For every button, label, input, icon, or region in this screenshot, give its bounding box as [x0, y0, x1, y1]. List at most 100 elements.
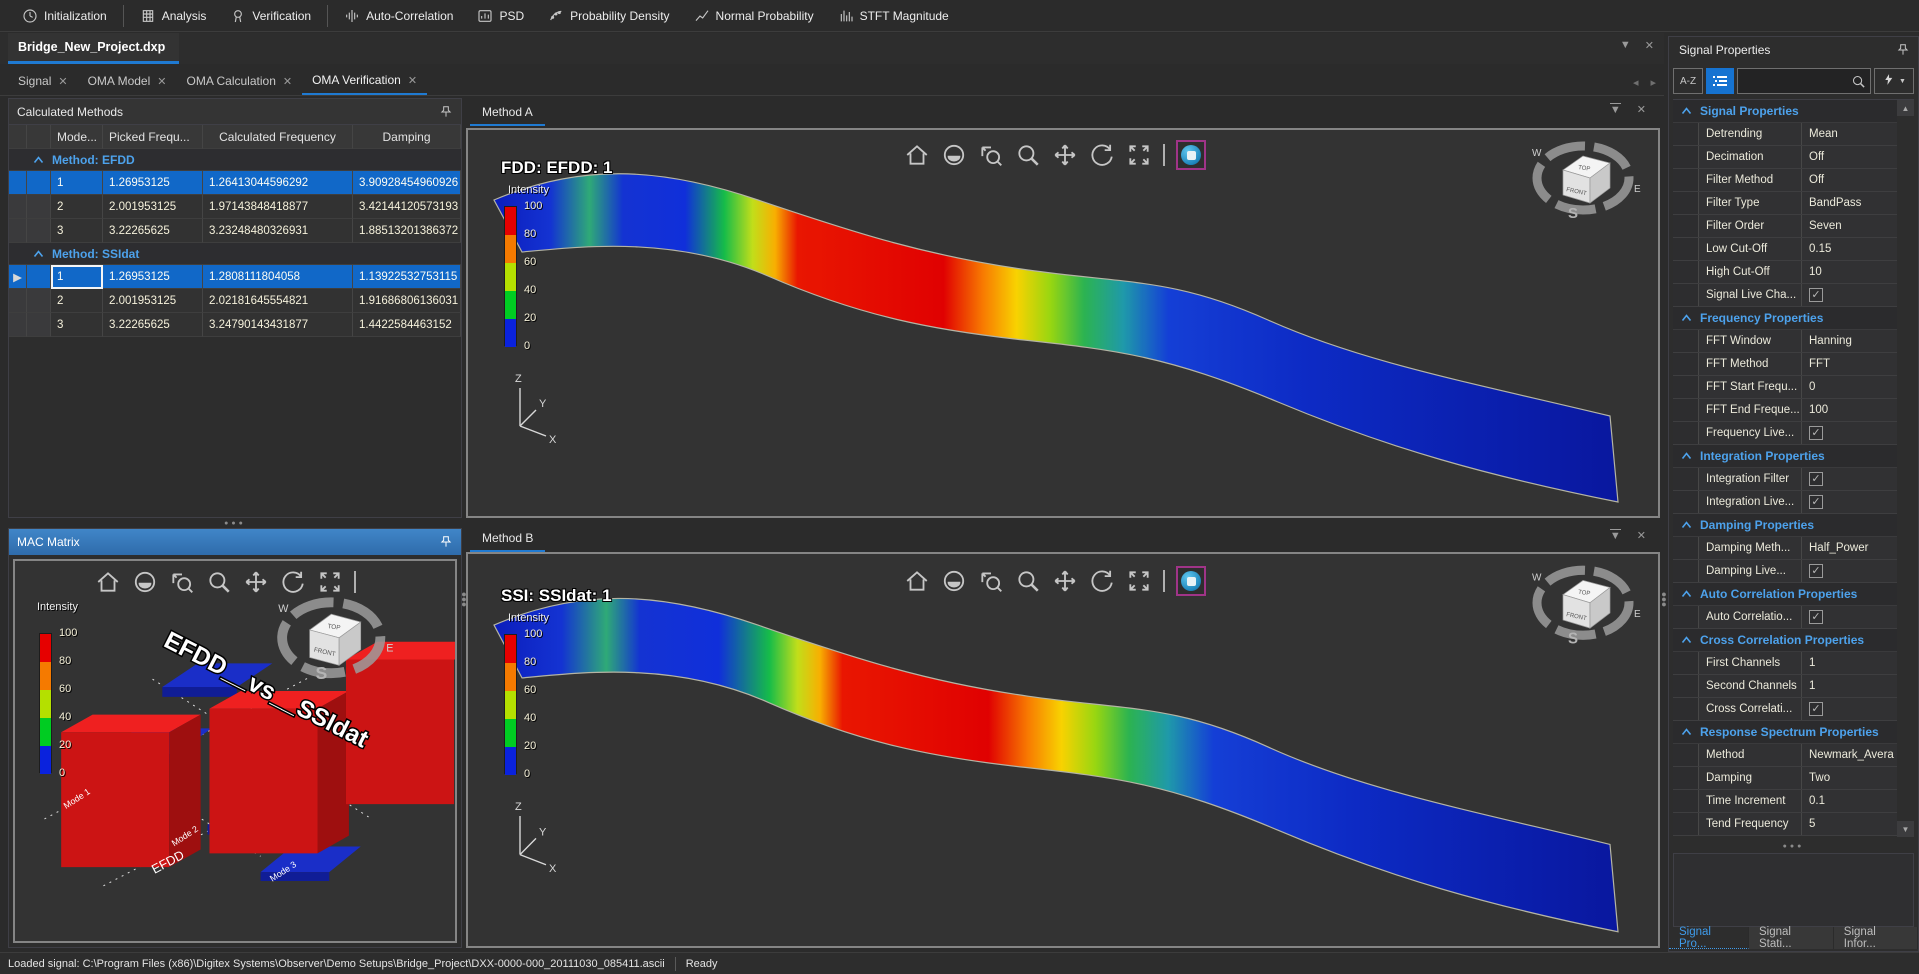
tab-close-icon[interactable]: ✕ [157, 75, 167, 88]
tab-scroll-right-icon[interactable]: ▸ [1650, 77, 1656, 89]
cell-mode[interactable]: 2 [51, 289, 103, 313]
view-cube[interactable]: W E S TOP FRONT [1532, 141, 1641, 222]
horizontal-splitter[interactable]: ●●● [1782, 842, 1805, 850]
property-value[interactable]: ✓ [1802, 491, 1897, 513]
categorize-button[interactable] [1706, 68, 1734, 94]
dock-menu-icon[interactable]: ▼ [1609, 103, 1621, 116]
column-header-picked-frequ[interactable]: Picked Frequ... [103, 125, 203, 149]
close-icon[interactable]: ✕ [1636, 530, 1646, 542]
tab-method-a[interactable]: Method A [470, 100, 545, 126]
property-grid-scrollbar[interactable]: ▲ ▼ [1897, 100, 1914, 837]
property-group-integration-properties[interactable]: Integration Properties [1673, 445, 1897, 468]
property-value[interactable]: ✓ [1802, 284, 1897, 306]
row-expander[interactable] [27, 171, 51, 195]
rotate-icon[interactable] [1089, 568, 1115, 594]
close-icon[interactable]: ✕ [1644, 40, 1654, 52]
tab-oma-verification[interactable]: OMA Verification ✕ [302, 67, 428, 95]
zoom-region-icon[interactable] [978, 142, 1004, 168]
cell-mode[interactable]: 1 [51, 265, 103, 289]
property-value[interactable]: Off [1809, 151, 1825, 163]
expand-icon[interactable] [1126, 142, 1152, 168]
row-indicator[interactable]: ▶ [9, 265, 27, 289]
tab-method-b[interactable]: Method B [470, 526, 546, 552]
checkbox[interactable]: ✓ [1809, 702, 1823, 716]
cell-calculated-frequency[interactable]: 3.24790143431877 [203, 313, 353, 337]
method-group-method-ssidat[interactable]: Method: SSIdat [9, 243, 461, 265]
property-group-signal-properties[interactable]: Signal Properties [1673, 100, 1897, 123]
cell-picked-frequency[interactable]: 1.26953125 [103, 171, 203, 195]
cell-picked-frequency[interactable]: 2.001953125 [103, 195, 203, 219]
cell-damping[interactable]: 1.88513201386372 [353, 219, 461, 243]
tab-close-icon[interactable]: ✕ [58, 75, 68, 88]
cell-mode[interactable]: 3 [51, 313, 103, 337]
dock-menu-icon[interactable]: ▼ [1609, 529, 1621, 542]
cell-damping[interactable]: 3.90928454960926 [353, 171, 461, 195]
cell-damping[interactable]: 1.13922532753115 [353, 265, 461, 289]
column-header-damping[interactable]: Damping [353, 125, 461, 149]
toolbar-item-analysis[interactable]: Analysis [128, 0, 219, 32]
table-row[interactable]: 3 3.22265625 3.23248480326931 1.88513201386… [9, 219, 461, 243]
property-value[interactable]: 5 [1809, 818, 1816, 830]
cell-damping[interactable]: 1.91686806136031 [353, 289, 461, 313]
zoom-region-icon[interactable] [978, 568, 1004, 594]
property-group-auto-correlation-properties[interactable]: Auto Correlation Properties [1673, 583, 1897, 606]
toolbar-item-psd[interactable]: PSD [465, 0, 536, 32]
row-indicator[interactable] [9, 171, 27, 195]
row-indicator[interactable] [9, 219, 27, 243]
scroll-up-icon[interactable]: ▲ [1897, 100, 1914, 116]
column-header-mode[interactable]: Mode... [51, 125, 103, 149]
bottom-tab-signal-pro[interactable]: Signal Pro... [1669, 926, 1749, 950]
expand-icon[interactable] [317, 569, 343, 595]
property-value[interactable]: Hanning [1809, 335, 1852, 347]
row-expander[interactable] [27, 265, 51, 289]
scroll-down-icon[interactable]: ▼ [1897, 821, 1914, 837]
toolbar-item-auto-correlation[interactable]: Auto-Correlation [332, 0, 465, 32]
table-row[interactable]: 2 2.001953125 1.97143848418877 3.4214412057… [9, 195, 461, 219]
property-value[interactable]: Newmark_Avera [1809, 749, 1894, 761]
zoom-icon[interactable] [206, 569, 232, 595]
cell-damping[interactable]: 3.42144120573193 [353, 195, 461, 219]
home-icon[interactable] [904, 142, 930, 168]
pan-icon[interactable] [243, 569, 269, 595]
cell-picked-frequency[interactable]: 3.22265625 [103, 313, 203, 337]
cell-mode[interactable]: 3 [51, 219, 103, 243]
orbit-icon[interactable] [132, 569, 158, 595]
cell-picked-frequency[interactable]: 1.26953125 [103, 265, 203, 289]
cell-picked-frequency[interactable]: 3.22265625 [103, 219, 203, 243]
toolbar-item-verification[interactable]: Verification [218, 0, 323, 32]
row-expander[interactable] [27, 195, 51, 219]
property-search-input[interactable] [1738, 69, 1846, 93]
property-value[interactable]: 0.15 [1809, 243, 1832, 255]
toolbar-item-stft-magnitude[interactable]: STFT Magnitude [826, 0, 961, 32]
cell-mode[interactable]: 2 [51, 195, 103, 219]
property-value[interactable]: Mean [1809, 128, 1838, 140]
property-value[interactable]: 0 [1809, 381, 1816, 393]
document-tab[interactable]: Bridge_New_Project.dxp [8, 33, 180, 64]
property-value[interactable]: Seven [1809, 220, 1842, 232]
sort-az-button[interactable]: A-Z [1673, 68, 1703, 94]
cell-picked-frequency[interactable]: 2.001953125 [103, 289, 203, 313]
window-list-icon[interactable]: ▼ [1619, 39, 1631, 51]
property-value[interactable]: Off [1809, 174, 1825, 186]
close-icon[interactable]: ✕ [1636, 104, 1646, 116]
pan-icon[interactable] [1052, 568, 1078, 594]
orbit-icon[interactable] [941, 568, 967, 594]
tab-oma-model[interactable]: OMA Model ✕ [78, 67, 177, 95]
table-row[interactable]: 1 1.26953125 1.26413044596292 3.90928454960… [9, 171, 461, 195]
cell-calculated-frequency[interactable]: 1.26413044596292 [203, 171, 353, 195]
expand-icon[interactable] [1126, 568, 1152, 594]
tab-signal[interactable]: Signal ✕ [8, 67, 78, 95]
checkbox[interactable]: ✓ [1809, 288, 1823, 302]
column-header-calculated-frequency[interactable]: Calculated Frequency [203, 125, 353, 149]
property-group-damping-properties[interactable]: Damping Properties [1673, 514, 1897, 537]
pin-icon[interactable] [439, 105, 453, 119]
property-value[interactable]: FFT [1809, 358, 1831, 370]
horizontal-splitter[interactable]: ●●● [8, 518, 462, 528]
property-value[interactable]: ✓ [1802, 606, 1897, 628]
property-value[interactable]: 0.1 [1809, 795, 1825, 807]
pin-icon[interactable] [1896, 43, 1910, 57]
pan-icon[interactable] [1052, 142, 1078, 168]
home-icon[interactable] [904, 568, 930, 594]
property-group-response-spectrum-properties[interactable]: Response Spectrum Properties [1673, 721, 1897, 744]
cell-mode[interactable]: 1 [51, 171, 103, 195]
